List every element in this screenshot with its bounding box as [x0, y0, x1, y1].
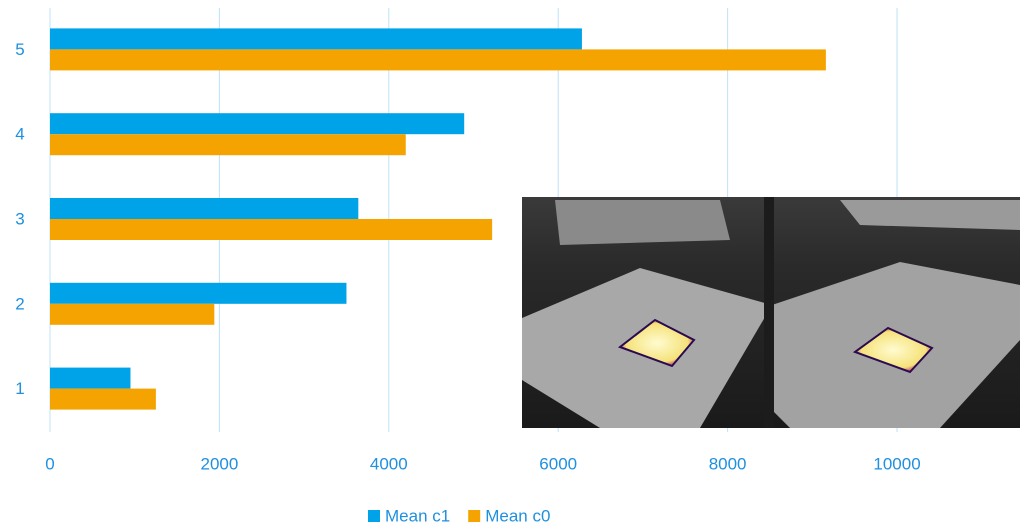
y-tick-label: 1	[15, 379, 24, 398]
legend-label: Mean c1	[385, 506, 450, 525]
bar	[50, 134, 406, 156]
inset-photo	[522, 197, 1020, 428]
x-tick-label: 2000	[200, 454, 238, 473]
bar	[50, 303, 215, 325]
x-tick-label: 8000	[709, 454, 747, 473]
bar	[50, 282, 347, 304]
legend: Mean c1 Mean c0	[368, 506, 550, 525]
x-tick-label: 0	[45, 454, 54, 473]
x-tick-label: 10000	[873, 454, 920, 473]
bar	[50, 28, 582, 50]
y-tick-label: 3	[15, 209, 24, 228]
bar	[50, 388, 156, 410]
bar	[50, 198, 359, 219]
legend-swatch	[468, 510, 481, 522]
legend-swatch	[368, 510, 380, 522]
y-tick-label: 5	[15, 40, 24, 59]
bar	[50, 113, 465, 135]
y-tick-label: 2	[15, 294, 24, 313]
legend-label: Mean c0	[485, 506, 550, 525]
x-tick-label: 6000	[539, 454, 577, 473]
x-tick-label: 4000	[370, 454, 408, 473]
bar	[50, 49, 826, 71]
bar	[50, 367, 131, 389]
bar	[50, 219, 493, 240]
y-tick-label: 4	[15, 125, 24, 144]
